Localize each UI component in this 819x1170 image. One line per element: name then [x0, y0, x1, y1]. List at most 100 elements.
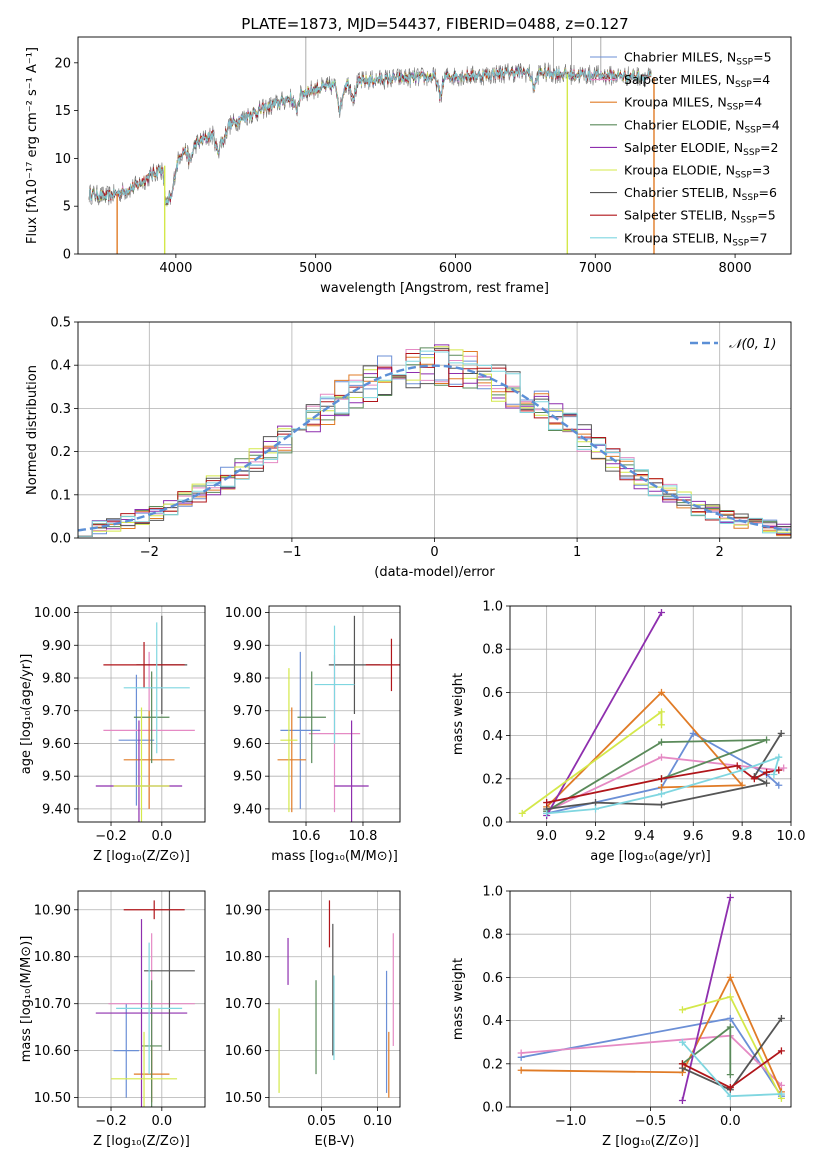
figure-title: PLATE=1873, MJD=54437, FIBERID=0488, z=0…: [241, 15, 628, 33]
weight-point-marker: [543, 799, 551, 807]
y-tick-label: 1.0: [482, 885, 503, 900]
y-tick-label: 10.80: [34, 950, 71, 965]
weight-point-marker: [726, 993, 734, 1001]
x-axis-label: (data-model)/error: [374, 565, 495, 580]
weight_vs_age-plot-area: [518, 608, 788, 820]
y-tick-label: 0.8: [482, 643, 503, 658]
x-axis-label: E(B-V): [314, 1134, 354, 1149]
x-tick-label: 0.0: [151, 829, 172, 844]
y-tick-label: 0.0: [482, 816, 503, 831]
y-tick-label: 0.2: [482, 772, 503, 787]
weight-point-marker: [678, 1097, 686, 1105]
y-tick-label: 10.00: [225, 606, 262, 621]
legend-entry: Chabrier ELODIE, NSSP=4: [624, 117, 780, 135]
weight-point-marker: [763, 768, 771, 776]
y-tick-label: 10.90: [34, 903, 71, 918]
weight-point-marker: [726, 1092, 734, 1100]
weight-series-line: [521, 1017, 783, 1097]
y-tick-label: 9.40: [42, 802, 71, 817]
x-tick-label: 7000: [579, 261, 612, 276]
weight-point-marker: [657, 721, 665, 729]
weight-point-marker: [733, 762, 741, 770]
weight-point-marker: [777, 1047, 785, 1055]
y-tick-label: 0.6: [482, 971, 503, 986]
mass_vs_EBV-plot-area: [278, 900, 394, 1098]
y-tick-label: 9.60: [233, 737, 262, 752]
x-tick-label: 9.8: [732, 829, 753, 844]
weight_vs_Z-plot-area: [517, 893, 785, 1105]
y-tick-label: 10.50: [34, 1091, 71, 1106]
y-tick-label: 0.0: [482, 1101, 503, 1116]
spectrum-plot-area: [88, 37, 655, 254]
y-tick-label: 9.80: [233, 672, 262, 687]
normal-reference-curve: [78, 364, 789, 532]
x-tick-label: 4000: [159, 261, 192, 276]
weight-series-line: [546, 756, 785, 813]
y-tick-label: 0.8: [482, 928, 503, 943]
y-tick-label: 0: [63, 248, 71, 263]
weight-series-line: [546, 732, 782, 810]
y-tick-label: 10.70: [34, 997, 71, 1012]
x-tick-label: 0.0: [720, 1114, 741, 1129]
weight-point-marker: [592, 799, 600, 807]
y-tick-label: 0.0: [50, 532, 71, 547]
weight-point-marker: [517, 1066, 525, 1074]
legend-entry: Salpeter ELODIE, NSSP=2: [624, 140, 778, 158]
weight-point-marker: [657, 688, 665, 696]
y-tick-label: 15: [54, 104, 71, 119]
y-tick-label: 9.80: [42, 672, 71, 687]
y-tick-label: 0.4: [482, 729, 503, 744]
y-tick-label: 9.50: [233, 770, 262, 785]
y-tick-label: 10.80: [225, 950, 262, 965]
weight-point-marker: [726, 1084, 734, 1092]
weight-series-line: [682, 1017, 783, 1091]
weight-point-marker: [592, 805, 600, 813]
weight-point-marker: [780, 764, 788, 772]
y-tick-label: 9.60: [42, 737, 71, 752]
y-tick-label: 10: [54, 152, 71, 167]
axes-frame: [509, 605, 792, 823]
spectrum-legend: Chabrier MILES, NSSP=5 Salpeter MILES, NS…: [590, 50, 780, 248]
weight-series-line: [521, 975, 783, 1093]
x-tick-label: −1.0: [555, 1114, 587, 1129]
y-tick-label: 9.70: [42, 704, 71, 719]
weight-point-marker: [775, 753, 783, 761]
weight-point-marker: [657, 801, 665, 809]
x-tick-label: −1: [282, 545, 301, 560]
axes-frame: [77, 36, 792, 255]
axes-frame: [509, 890, 792, 1108]
y-tick-label: 0.3: [50, 402, 71, 417]
weight-point-marker: [657, 790, 665, 798]
weight-point-marker: [726, 1023, 734, 1031]
x-tick-label: −0.5: [635, 1114, 667, 1129]
weight-point-marker: [657, 738, 665, 746]
x-tick-label: 6000: [439, 261, 472, 276]
y-tick-label: 0.1: [50, 488, 71, 503]
weight-point-marker: [517, 1049, 525, 1057]
age_vs_mass-plot-area: [277, 615, 400, 822]
weight-point-marker: [738, 766, 746, 774]
residual-histogram-step: [78, 350, 791, 537]
x-tick-label: 2: [716, 545, 724, 560]
residual-histogram-step: [78, 349, 791, 537]
y-tick-label: 10.50: [225, 1091, 262, 1106]
y-axis-label: mass [log₁₀(M/M⊙)]: [19, 936, 34, 1063]
age_vs_Z-plot-area: [95, 615, 195, 822]
weight-point-marker: [518, 809, 526, 817]
y-tick-label: 0.6: [482, 686, 503, 701]
axes-frame: [77, 605, 206, 823]
axes-frame: [77, 321, 792, 539]
weight-point-marker: [657, 708, 665, 716]
y-tick-label: 0.5: [50, 316, 71, 331]
y-tick-label: 10.00: [34, 606, 71, 621]
y-tick-label: 5: [63, 200, 71, 215]
y-tick-label: 10.90: [225, 903, 262, 918]
y-tick-label: 20: [54, 56, 71, 71]
weight-point-marker: [657, 783, 665, 791]
y-tick-label: 1.0: [482, 600, 503, 615]
weight_vs_Z-panel: −1.0 −0.5 0.0 0.0 0.2 0.4 0.6 0.8 1.0 Z [log₁₀(Z/…: [451, 885, 792, 1149]
residuals-plot-area: [78, 344, 791, 537]
weight-point-marker: [726, 1014, 734, 1022]
y-axis-label: Flux [fλ10⁻¹⁷ erg cm⁻² s⁻¹ A⁻¹]: [25, 47, 40, 244]
x-tick-label: 5000: [299, 261, 332, 276]
